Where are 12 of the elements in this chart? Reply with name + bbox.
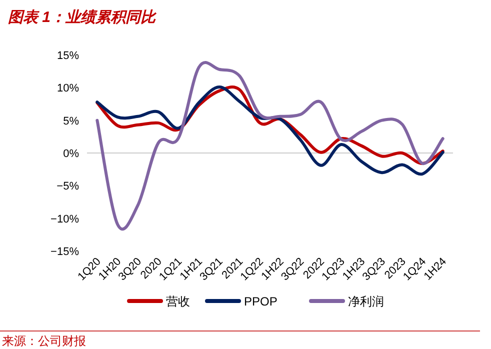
y-tick-label: 0%	[63, 148, 80, 160]
legend-label: PPOP	[244, 294, 278, 308]
y-tick-label: −15%	[50, 246, 80, 258]
y-tick-label: 10%	[56, 82, 80, 95]
legend-label: 净利润	[348, 294, 384, 308]
legend-label: 营收	[166, 294, 190, 308]
source-note: 来源：公司财报	[2, 334, 86, 348]
y-tick-label: 5%	[63, 115, 80, 128]
title: 图表 1：业绩累积同比	[8, 9, 156, 26]
y-tick-label: −10%	[50, 213, 80, 226]
y-tick-label: −5%	[56, 180, 80, 193]
y-tick-label: 15%	[56, 50, 80, 62]
